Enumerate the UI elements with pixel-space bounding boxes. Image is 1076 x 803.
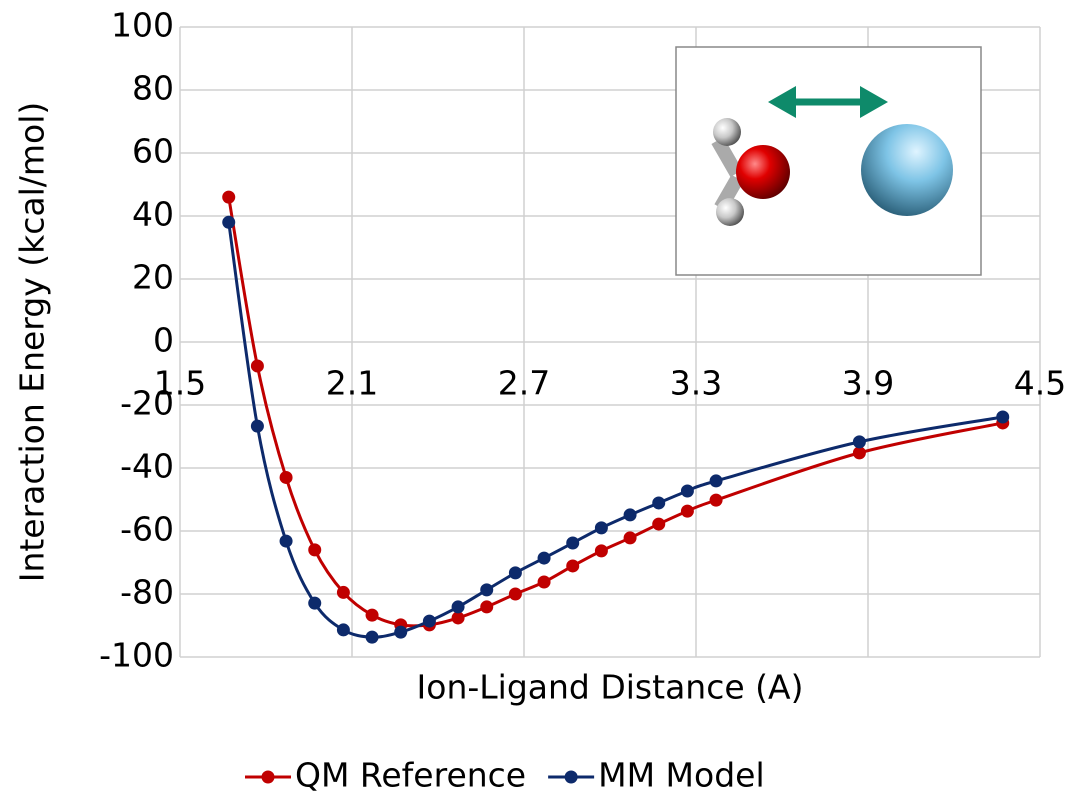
x-tick-label: 1.5 — [154, 364, 206, 403]
y-tick-label: 60 — [132, 132, 174, 171]
data-point — [652, 496, 666, 510]
y-tick-label: -100 — [99, 636, 174, 675]
legend: QM Reference MM Model — [245, 756, 765, 795]
x-axis-title: Ion-Ligand Distance (A) — [417, 668, 804, 707]
data-point — [222, 190, 236, 204]
legend-marker — [261, 770, 275, 784]
data-point — [537, 575, 551, 589]
series-line — [227, 196, 1004, 628]
data-point — [709, 493, 723, 507]
data-point — [680, 484, 694, 498]
y-axis-title: Interaction Energy (kcal/mol) — [13, 102, 52, 583]
y-tick-label: -60 — [120, 510, 174, 549]
data-point — [394, 625, 408, 639]
data-point — [451, 611, 465, 625]
data-point — [480, 600, 494, 614]
data-point — [709, 474, 723, 488]
data-point — [480, 583, 494, 597]
inset-illustration — [675, 46, 982, 276]
data-point — [996, 410, 1010, 424]
y-tick-label: -80 — [120, 573, 174, 612]
data-point — [308, 543, 322, 557]
plot-area — [222, 190, 1010, 644]
series-line — [227, 222, 1003, 639]
legend-marker — [564, 770, 578, 784]
data-point — [451, 600, 465, 614]
legend-label: MM Model — [598, 756, 765, 795]
data-point — [623, 531, 637, 545]
data-point — [279, 470, 293, 484]
data-point — [566, 536, 580, 550]
y-tick-label: -40 — [120, 447, 174, 486]
x-tick-label: 3.9 — [842, 364, 894, 403]
data-point — [652, 517, 666, 531]
data-point — [508, 566, 522, 580]
data-point — [365, 630, 379, 644]
data-point — [852, 446, 866, 460]
y-tick-label: -20 — [120, 384, 174, 423]
data-point — [250, 359, 264, 373]
x-tick-label: 3.3 — [670, 364, 722, 403]
legend-label: QM Reference — [295, 756, 526, 795]
data-point — [566, 559, 580, 573]
y-tick-label: 0 — [153, 321, 174, 360]
data-point — [222, 215, 236, 229]
x-tick-label: 4.5 — [1014, 364, 1066, 403]
y-tick-label: 100 — [111, 6, 174, 45]
data-point — [279, 534, 293, 548]
data-point — [308, 596, 322, 610]
data-point — [537, 551, 551, 565]
data-point — [336, 585, 350, 599]
data-point — [623, 508, 637, 522]
x-tick-label: 2.1 — [326, 364, 378, 403]
data-point — [680, 504, 694, 518]
data-point — [594, 544, 608, 558]
grid — [179, 26, 1041, 658]
data-point — [508, 587, 522, 601]
data-point — [365, 608, 379, 622]
y-tick-label: 40 — [132, 195, 174, 234]
data-point — [336, 623, 350, 637]
data-point — [250, 419, 264, 433]
y-tick-label: 80 — [132, 69, 174, 108]
data-point — [594, 521, 608, 535]
y-tick-label: 20 — [132, 258, 174, 297]
x-tick-label: 2.7 — [498, 364, 550, 403]
data-point — [852, 435, 866, 449]
data-point — [422, 614, 436, 628]
